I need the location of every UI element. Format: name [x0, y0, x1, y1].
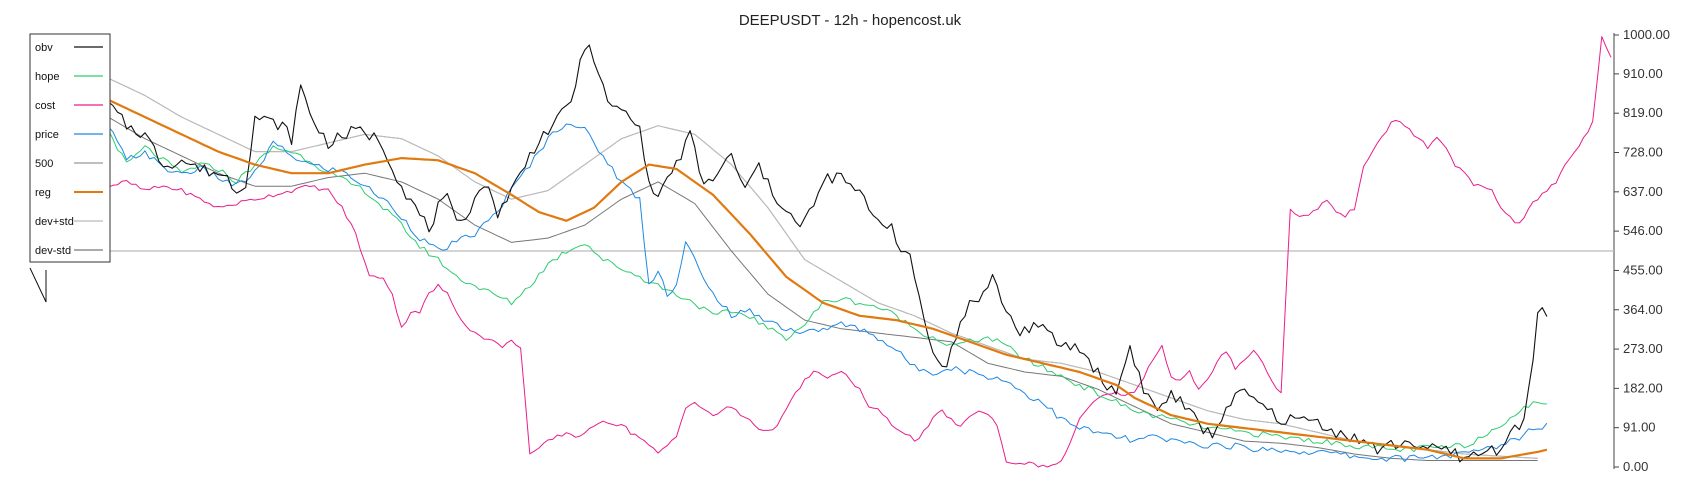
series-line-price — [34, 88, 1548, 462]
legend-label-reg: reg — [35, 187, 51, 199]
legend-label-500: 500 — [35, 158, 53, 170]
legend-label-cost: cost — [35, 100, 55, 112]
y-axis: 0.00 91.00 182.00 273.00 364.00 455.00 546.00 6… — [1613, 27, 1670, 474]
y-tick-label: 1000.00 — [1623, 27, 1670, 42]
series-line-hope — [34, 75, 1547, 453]
y-tick-label: 910.00 — [1623, 66, 1663, 81]
series-line-dev-std — [34, 51, 1538, 459]
legend-label-dev-std: dev+std — [35, 216, 74, 228]
legend-box — [29, 33, 111, 263]
y-tick-label: 182.00 — [1623, 380, 1663, 395]
legend-label-obv: obv — [35, 42, 53, 54]
y-tick-label: 91.00 — [1623, 420, 1656, 435]
series-line-dev-std — [34, 86, 1538, 461]
legend-label-hope: hope — [35, 71, 59, 83]
chart-title: DEEPUSDT - 12h - hopencost.uk — [739, 12, 962, 29]
y-tick-label: 637.00 — [1623, 184, 1663, 199]
y-tick-label: 819.00 — [1623, 105, 1663, 120]
legend-label-dev-std: dev-std — [35, 245, 71, 257]
y-tick-label: 273.00 — [1623, 341, 1663, 356]
series-line-500 — [34, 51, 1538, 459]
series-line-obv — [34, 44, 1548, 463]
y-tick-label: 0.00 — [1623, 459, 1648, 474]
y-tick-label: 728.00 — [1623, 145, 1663, 160]
legend-label-price: price — [35, 129, 59, 141]
legend-tail-mark — [29, 267, 47, 303]
series-line-cost — [34, 36, 1612, 468]
series-line-reg — [34, 77, 1548, 460]
y-tick-label: 455.00 — [1623, 262, 1663, 277]
y-tick-label: 364.00 — [1623, 302, 1663, 317]
legend: obv hope cost price 500 reg dev+std dev-std — [29, 33, 111, 263]
y-tick-label: 546.00 — [1623, 223, 1663, 238]
series-group — [29, 36, 1612, 468]
